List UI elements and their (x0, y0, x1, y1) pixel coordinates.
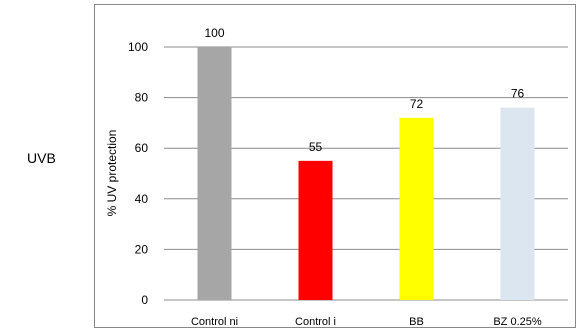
x-tick-label: Control i (295, 316, 336, 328)
y-tick-label: 20 (135, 242, 149, 256)
data-label: 55 (309, 140, 323, 154)
chart-frame (94, 4, 576, 328)
data-label: 100 (204, 26, 224, 40)
x-tick-label: Control ni (191, 316, 238, 328)
data-label: 72 (410, 97, 424, 111)
bar (500, 107, 535, 300)
x-tick-label: BB (409, 316, 424, 328)
x-tick-labels: Control ni Control i BB BZ 0.25% (191, 316, 542, 328)
data-labels: 100 55 72 76 (204, 26, 524, 154)
y-tick-label: 100 (128, 40, 148, 54)
y-tick-label: 60 (135, 141, 149, 155)
y-tick-label: 40 (135, 192, 149, 206)
x-tick-label: BZ 0.25% (493, 316, 542, 328)
y-tick-label: 0 (141, 293, 148, 307)
y-tick-labels: 0 20 40 60 80 100 (128, 40, 148, 307)
bars (197, 47, 535, 300)
bar (197, 47, 232, 300)
data-label: 76 (511, 87, 525, 101)
row-label: UVB (27, 150, 56, 166)
bar (298, 160, 333, 300)
y-tick-label: 80 (135, 91, 149, 105)
bar (399, 117, 434, 300)
y-axis-label: % UV protection (105, 130, 119, 217)
